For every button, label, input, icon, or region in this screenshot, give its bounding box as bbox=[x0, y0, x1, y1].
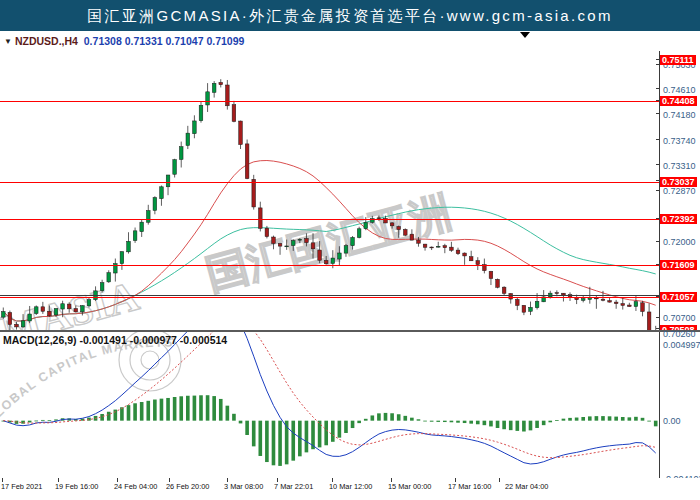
svg-text:国汇国汇亚洲: 国汇国汇亚洲 bbox=[201, 189, 456, 299]
